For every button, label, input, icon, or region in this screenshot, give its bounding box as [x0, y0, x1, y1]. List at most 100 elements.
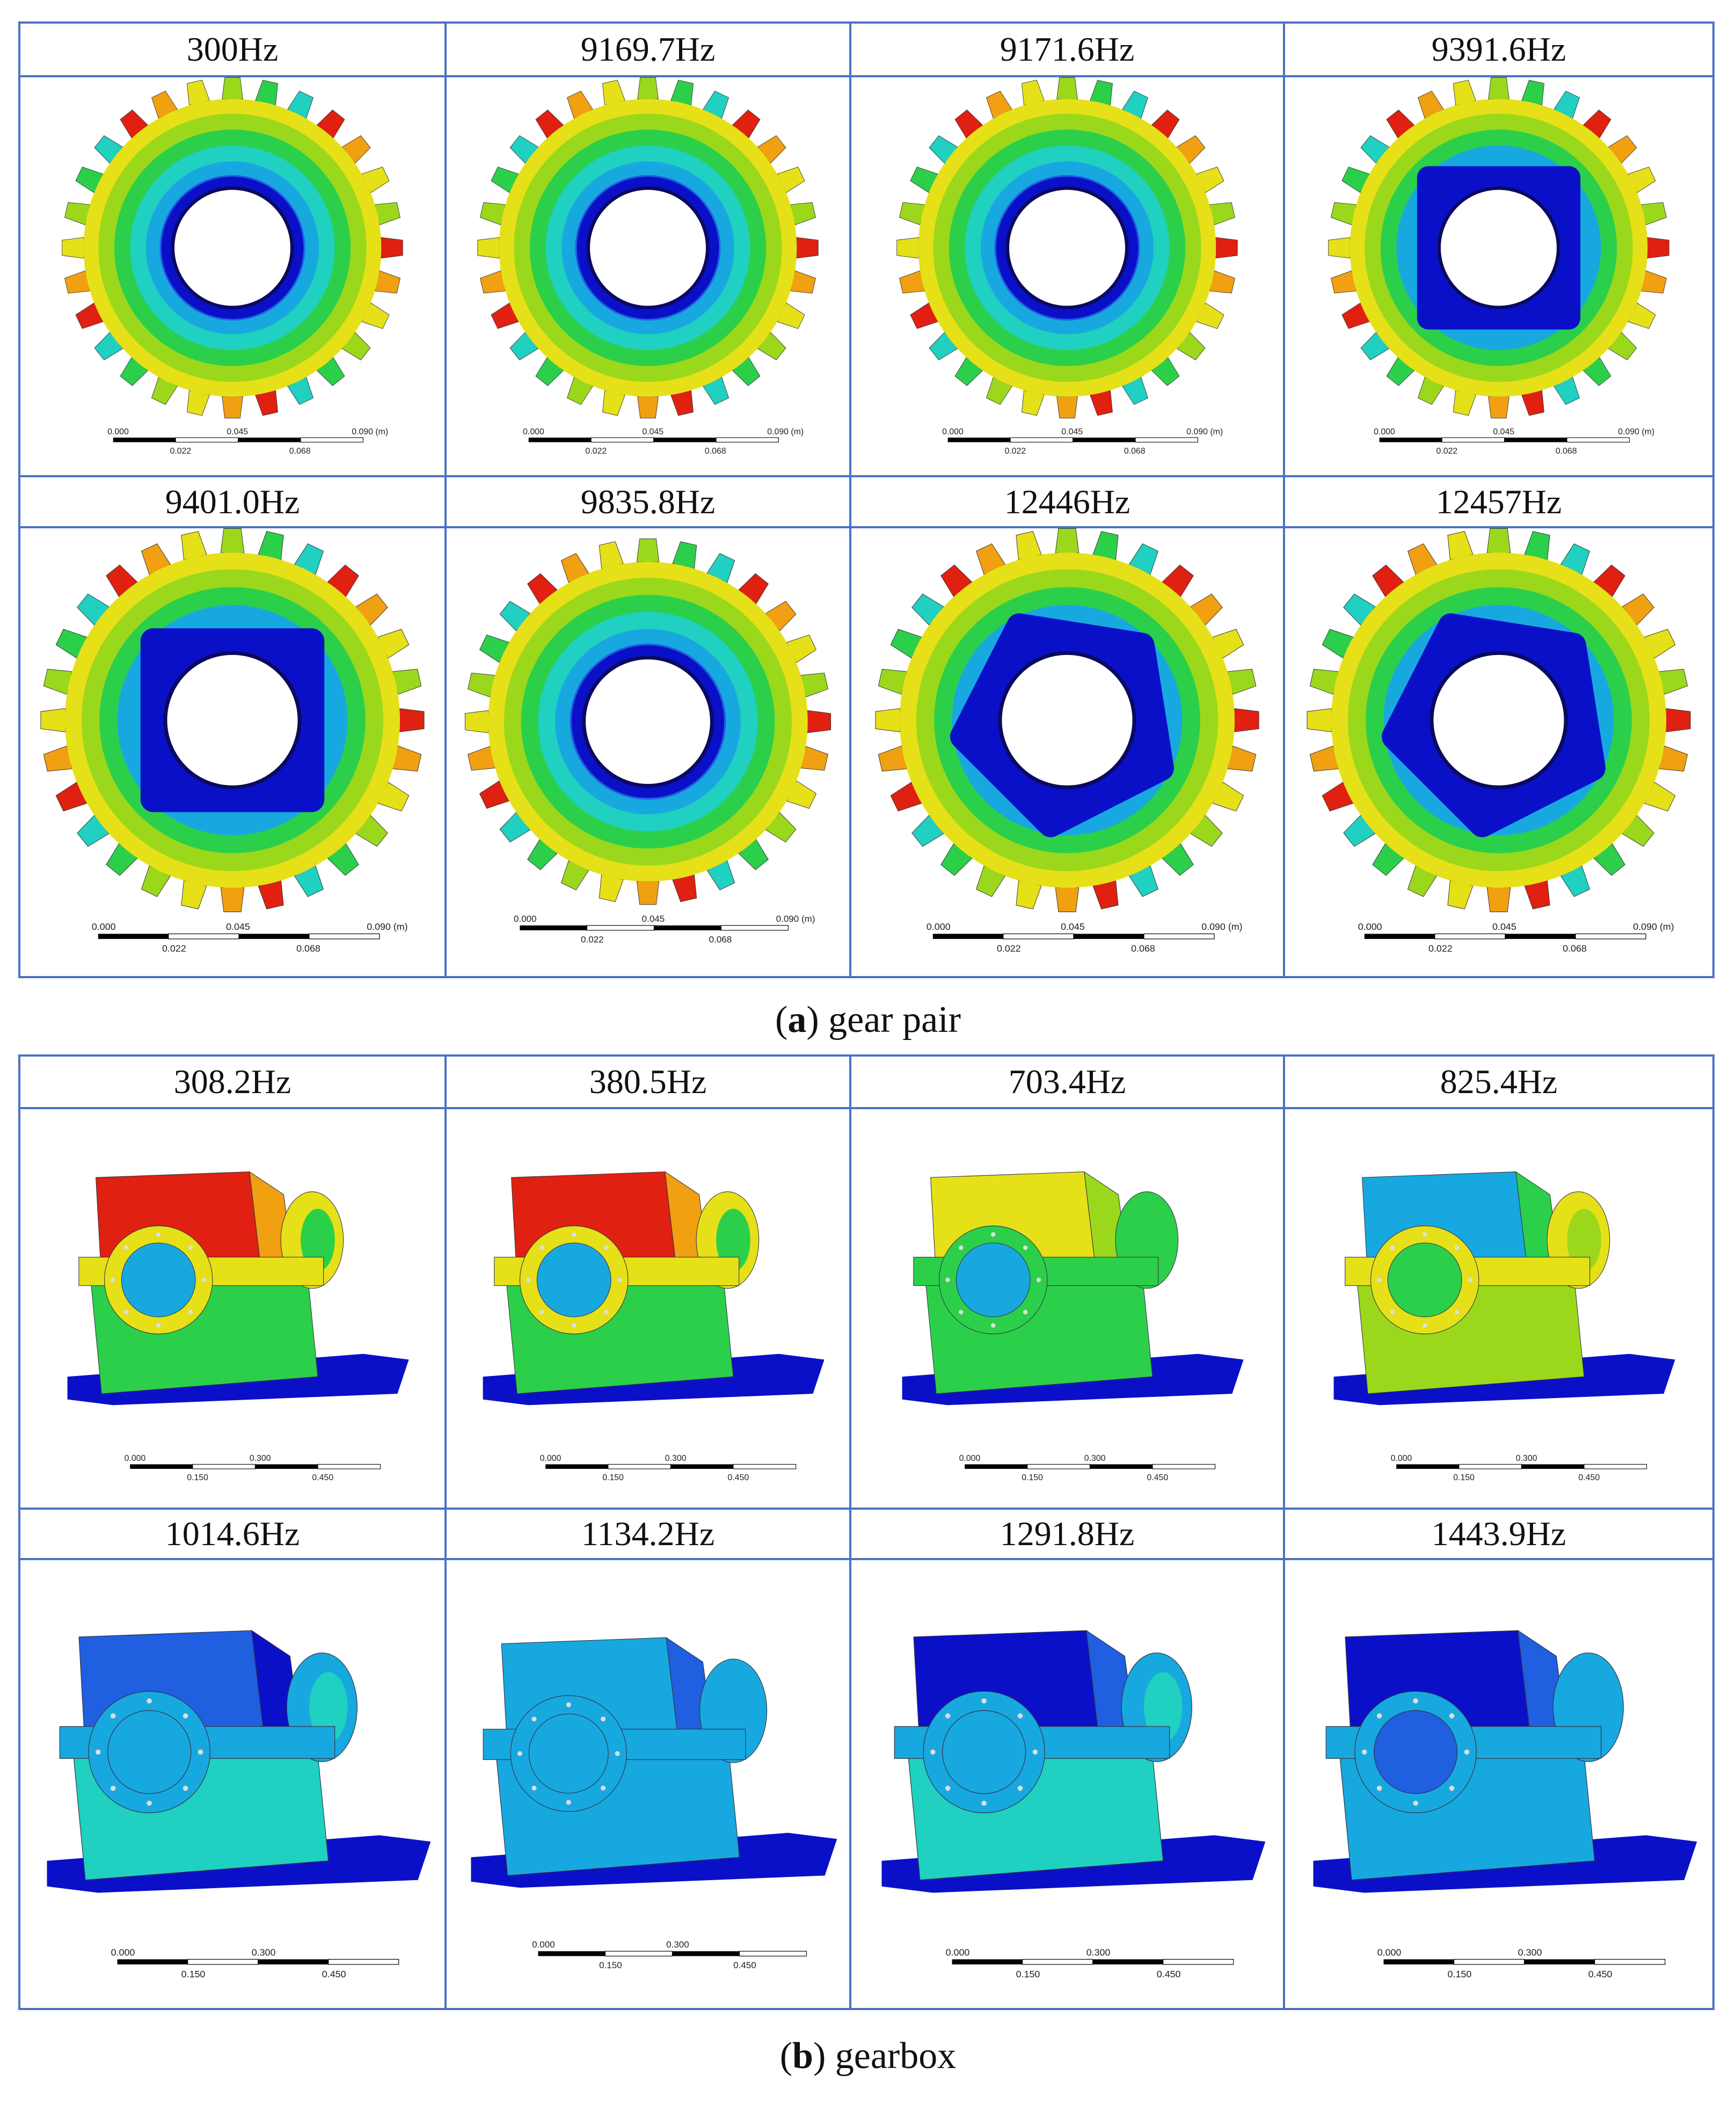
gearbox-table: 308.2Hz 380.5Hz 703.4Hz 825.4Hz 1014.6Hz…	[18, 1054, 1715, 2010]
svg-text:0.300: 0.300	[1086, 1947, 1111, 1957]
svg-text:0.045: 0.045	[642, 427, 663, 436]
svg-text:0.000: 0.000	[125, 1454, 146, 1463]
svg-text:0.000: 0.000	[1391, 1454, 1412, 1463]
svg-text:0.000: 0.000	[959, 1454, 981, 1463]
freq-label-b5: 1014.6Hz	[165, 1515, 300, 1553]
gearbox-mode-image-7: 0.000 0.300 0.150 0.450	[851, 1560, 1283, 2008]
svg-text:0.045: 0.045	[226, 921, 250, 932]
svg-text:0.450: 0.450	[1588, 1969, 1613, 1979]
svg-text:0.090 (m): 0.090 (m)	[1618, 427, 1654, 436]
svg-text:0.022: 0.022	[170, 447, 192, 456]
svg-text:0.022: 0.022	[586, 447, 607, 456]
svg-text:0.045: 0.045	[642, 914, 665, 924]
gearbox-mode-image-4: 0.000 0.300 0.150 0.450	[1285, 1109, 1712, 1508]
svg-text:0.450: 0.450	[1157, 1969, 1181, 1979]
svg-text:0.000: 0.000	[92, 921, 116, 932]
gearbox-mode-image-2: 0.000 0.300 0.150 0.450	[447, 1109, 849, 1508]
freq-label-a8: 12457Hz	[1435, 482, 1562, 521]
gearbox-mode-image-8: 0.000 0.300 0.150 0.450	[1285, 1560, 1712, 2008]
svg-text:0.068: 0.068	[1563, 943, 1587, 954]
svg-text:0.000: 0.000	[540, 1454, 561, 1463]
svg-text:0.068: 0.068	[1131, 943, 1155, 954]
svg-text:0.000: 0.000	[111, 1947, 135, 1957]
caption-a: (a) gear pair	[775, 999, 961, 1040]
svg-text:0.090 (m): 0.090 (m)	[767, 427, 804, 436]
svg-text:0.090 (m): 0.090 (m)	[1201, 921, 1242, 932]
svg-text:0.068: 0.068	[1124, 447, 1146, 456]
freq-label-a3: 9171.6Hz	[1000, 30, 1135, 68]
svg-text:0.450: 0.450	[727, 1473, 749, 1482]
freq-label-b4: 825.4Hz	[1440, 1062, 1558, 1101]
freq-label-b2: 380.5Hz	[589, 1062, 707, 1101]
svg-text:0.022: 0.022	[1005, 447, 1026, 456]
freq-label-b6: 1134.2Hz	[581, 1515, 715, 1553]
svg-text:0.068: 0.068	[296, 943, 320, 954]
svg-text:0.450: 0.450	[733, 1960, 756, 1970]
svg-text:0.045: 0.045	[1492, 921, 1516, 932]
svg-text:0.090 (m): 0.090 (m)	[352, 427, 388, 436]
svg-text:0.068: 0.068	[705, 447, 726, 456]
svg-text:0.300: 0.300	[665, 1454, 687, 1463]
freq-label-b1: 308.2Hz	[173, 1062, 291, 1101]
gear-mode-image-8: 0.000 0.045 0.090 (m) 0.022 0.068	[1285, 528, 1712, 976]
gearbox-mode-image-5: 0.000 0.300 0.150 0.450	[20, 1560, 444, 2008]
svg-text:0.022: 0.022	[1428, 943, 1453, 954]
svg-text:0.000: 0.000	[523, 427, 544, 436]
gear-mode-image-5: 0.000 0.045 0.090 (m) 0.022 0.068	[20, 528, 444, 976]
svg-text:0.022: 0.022	[997, 943, 1021, 954]
freq-label-b7: 1291.8Hz	[1000, 1515, 1135, 1553]
svg-text:0.450: 0.450	[322, 1969, 346, 1979]
svg-text:0.000: 0.000	[107, 427, 129, 436]
svg-text:0.300: 0.300	[252, 1947, 276, 1957]
gear-mode-image-6: 0.000 0.045 0.090 (m) 0.022 0.068	[447, 528, 849, 976]
svg-text:0.150: 0.150	[1016, 1969, 1040, 1979]
svg-text:0.450: 0.450	[1147, 1473, 1168, 1482]
gear-mode-image-4: 0.000 0.045 0.090 (m) 0.022 0.068	[1285, 77, 1712, 475]
freq-label-a2: 9169.7Hz	[580, 30, 716, 68]
gearbox-mode-image-6: 0.000 0.300 0.150 0.450	[447, 1560, 849, 2008]
svg-text:0.000: 0.000	[532, 1940, 555, 1950]
svg-text:0.150: 0.150	[181, 1969, 206, 1979]
gearbox-mode-image-3: 0.000 0.300 0.150 0.450	[851, 1109, 1283, 1508]
gearbox-mode-image-1: 0.000 0.300 0.150 0.450	[20, 1109, 444, 1508]
svg-text:0.150: 0.150	[1448, 1969, 1472, 1979]
svg-text:0.045: 0.045	[1493, 427, 1514, 436]
svg-text:0.000: 0.000	[1377, 1947, 1402, 1957]
gear-mode-image-7: 0.000 0.045 0.090 (m) 0.022 0.068	[851, 528, 1283, 976]
svg-text:0.150: 0.150	[599, 1960, 622, 1970]
svg-text:0.300: 0.300	[250, 1454, 271, 1463]
svg-text:0.068: 0.068	[289, 447, 311, 456]
svg-text:0.000: 0.000	[1358, 921, 1382, 932]
svg-text:0.045: 0.045	[227, 427, 248, 436]
svg-text:0.090 (m): 0.090 (m)	[1633, 921, 1674, 932]
svg-text:0.450: 0.450	[1578, 1473, 1600, 1482]
svg-text:0.450: 0.450	[312, 1473, 333, 1482]
gear-mode-image-2: 0.000 0.045 0.090 (m) 0.022 0.068	[447, 77, 849, 475]
freq-label-a6: 9835.8Hz	[580, 482, 716, 521]
freq-label-a4: 9391.6Hz	[1431, 30, 1566, 68]
svg-text:0.090 (m): 0.090 (m)	[367, 921, 407, 932]
svg-text:0.300: 0.300	[1516, 1454, 1537, 1463]
svg-text:0.068: 0.068	[709, 935, 732, 945]
svg-text:0.022: 0.022	[162, 943, 186, 954]
svg-text:0.090 (m): 0.090 (m)	[776, 914, 815, 924]
svg-text:0.000: 0.000	[942, 427, 964, 436]
svg-text:0.068: 0.068	[1556, 447, 1577, 456]
svg-text:0.000: 0.000	[927, 921, 951, 932]
svg-text:0.000: 0.000	[1374, 427, 1395, 436]
svg-text:0.000: 0.000	[946, 1947, 970, 1957]
svg-text:0.300: 0.300	[1518, 1947, 1542, 1957]
freq-label-b8: 1443.9Hz	[1431, 1515, 1566, 1553]
svg-text:0.150: 0.150	[1022, 1473, 1043, 1482]
svg-text:0.300: 0.300	[666, 1940, 689, 1950]
svg-text:0.022: 0.022	[581, 935, 604, 945]
caption-b: (b) gearbox	[779, 2035, 957, 2077]
svg-text:0.150: 0.150	[187, 1473, 208, 1482]
gear-mode-image-1: 0.000 0.045 0.090 (m) 0.022 0.068	[20, 77, 444, 475]
svg-text:0.022: 0.022	[1436, 447, 1458, 456]
svg-text:0.090 (m): 0.090 (m)	[1186, 427, 1223, 436]
gear-mode-image-3: 0.000 0.045 0.090 (m) 0.022 0.068	[851, 77, 1283, 475]
svg-text:0.300: 0.300	[1084, 1454, 1106, 1463]
gear-pair-table: 300Hz 9169.7Hz 9171.6Hz 9391.6Hz 9401.0H…	[18, 21, 1715, 978]
freq-label-a7: 12446Hz	[1004, 482, 1130, 521]
